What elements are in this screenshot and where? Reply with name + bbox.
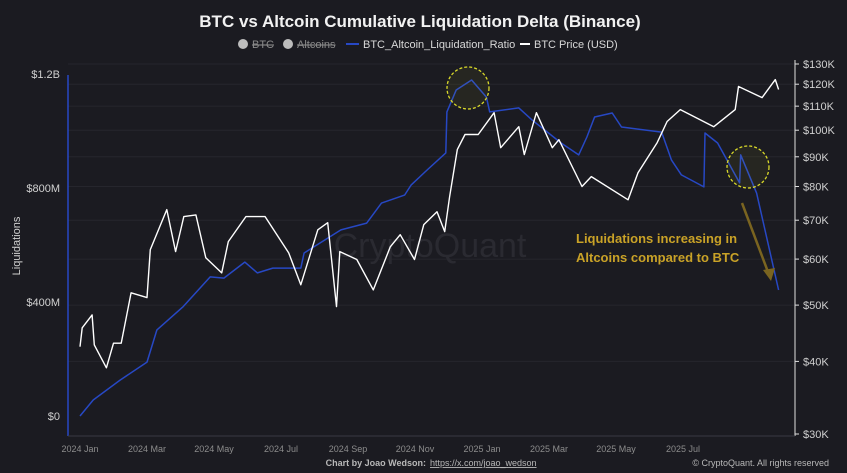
right-tick-label: $80K	[803, 182, 829, 194]
left-axis-title: Liquidations	[11, 216, 23, 275]
gridlines	[68, 63, 795, 362]
legend-item-ratio[interactable]: BTC_Altcoin_Liquidation_Ratio	[346, 39, 515, 51]
x-tick-label: 2025 Mar	[530, 444, 568, 454]
annotation-text-line-2: Altcoins compared to BTC	[576, 250, 740, 265]
x-tick-label: 2024 Sep	[329, 444, 368, 454]
legend-item-btc[interactable]: BTC	[238, 39, 274, 51]
legend-btc-label: BTC	[252, 39, 274, 51]
x-tick-label: 2024 Jan	[61, 444, 98, 454]
left-tick-label: $400M	[26, 297, 60, 309]
legend-altcoins-label: Altcoins	[297, 39, 336, 51]
annotation-circle-spike	[726, 145, 770, 189]
series-layer	[79, 78, 780, 417]
chart-title: BTC vs Altcoin Cumulative Liquidation De…	[199, 12, 640, 31]
legend-altcoins-marker-icon	[283, 39, 293, 49]
x-tick-label: 2024 May	[194, 444, 234, 454]
x-tick-label: 2024 Mar	[128, 444, 166, 454]
legend-item-altcoins[interactable]: Altcoins	[283, 39, 336, 51]
x-tick-label: 2024 Nov	[396, 444, 435, 454]
right-tick-label: $90K	[803, 152, 829, 164]
left-axis-ticks: $0 $400M $800M $1.2B	[26, 69, 60, 423]
right-tick-label: $110K	[803, 101, 835, 113]
series-line-liquidation-ratio	[79, 79, 780, 417]
right-axis-ticks: $30K $40K $50K $60K $70K $80K $90K $100K $110K $1…	[795, 59, 835, 441]
right-tick-label: $60K	[803, 254, 829, 266]
legend: BTC Altcoins BTC_Altcoin_Liquidation_Rat…	[238, 39, 618, 51]
right-tick-label: $50K	[803, 300, 829, 312]
x-tick-label: 2025 Jul	[666, 444, 700, 454]
right-tick-label: $130K	[803, 59, 835, 71]
right-tick-label: $40K	[803, 356, 829, 368]
right-tick-label: $120K	[803, 79, 835, 91]
footer-credit-link[interactable]: https://x.com/joao_wedson	[430, 458, 537, 468]
left-tick-label: $800M	[26, 183, 60, 195]
x-axis-ticks: 2024 Jan 2024 Mar 2024 May 2024 Jul 2024 Sep…	[61, 444, 700, 454]
right-tick-label: $100K	[803, 125, 835, 137]
annotation-text-line-1: Liquidations increasing in	[576, 231, 737, 246]
footer-credit-label: Chart by Joao Wedson:	[326, 458, 426, 468]
legend-btc-price-label: BTC Price (USD)	[534, 39, 618, 51]
right-tick-label: $30K	[803, 429, 829, 441]
watermark: CryptoQuant	[334, 227, 527, 265]
left-tick-label: $1.2B	[31, 69, 60, 81]
x-tick-label: 2025 May	[596, 444, 636, 454]
legend-btc-marker-icon	[238, 39, 248, 49]
legend-item-btc-price[interactable]: BTC Price (USD)	[520, 39, 618, 51]
left-tick-label: $0	[48, 411, 60, 423]
annotation-circle-peak	[446, 66, 490, 110]
footer: Chart by Joao Wedson: https://x.com/joao…	[326, 458, 829, 468]
annotations: Liquidations increasing in Altcoins comp…	[446, 66, 775, 281]
footer-copyright: © CryptoQuant. All rights reserved	[692, 458, 829, 468]
right-tick-label: $70K	[803, 215, 829, 227]
series-line-btc-price	[79, 78, 780, 369]
x-tick-label: 2024 Jul	[264, 444, 298, 454]
legend-ratio-label: BTC_Altcoin_Liquidation_Ratio	[363, 39, 515, 51]
annotation-arrow-icon	[740, 202, 775, 281]
x-tick-label: 2025 Jan	[463, 444, 500, 454]
